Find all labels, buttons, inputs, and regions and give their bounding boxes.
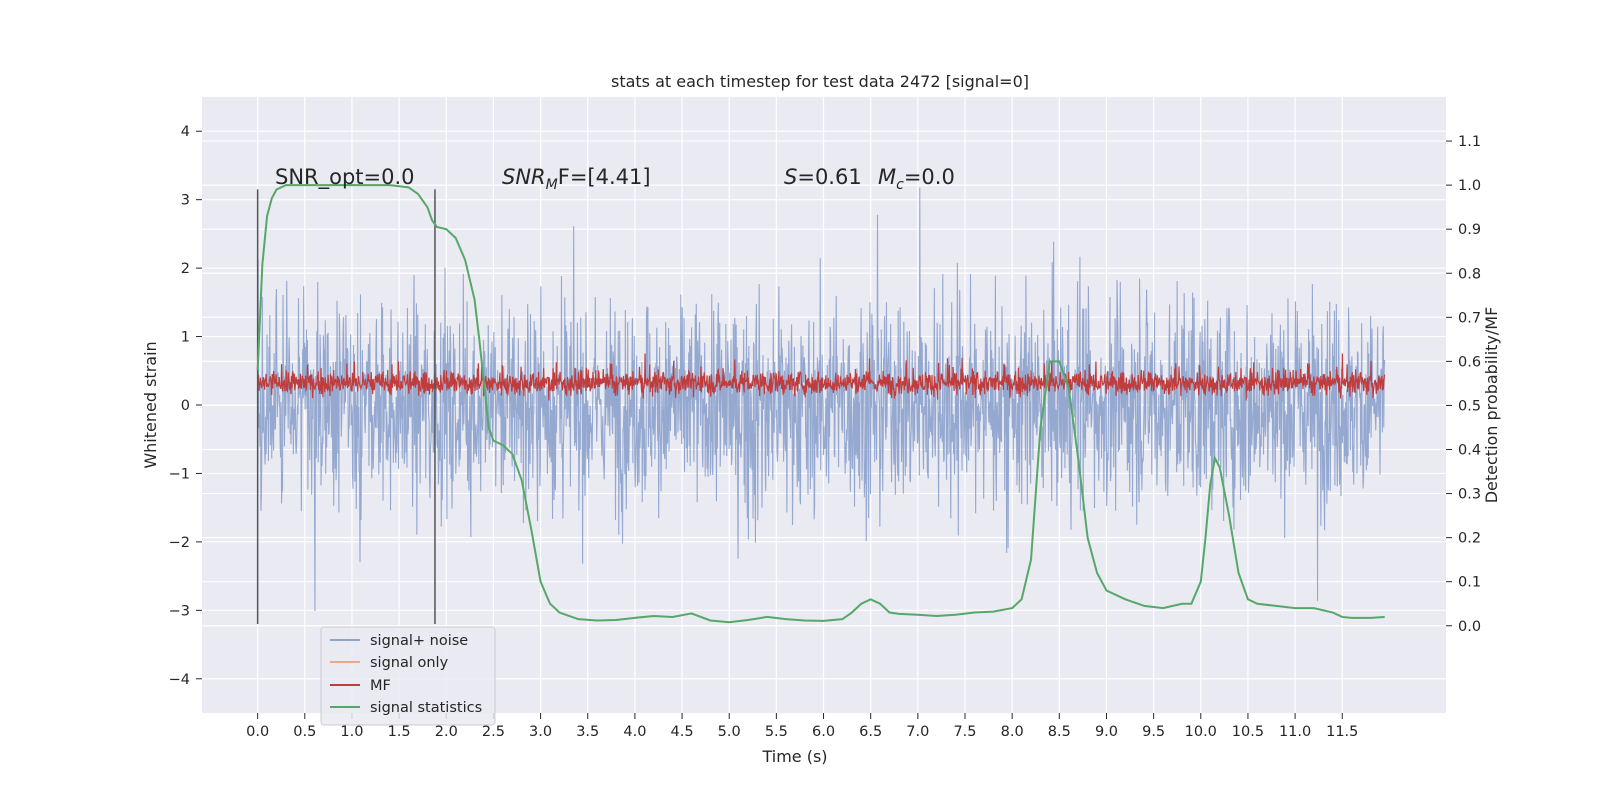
- x-tick-label: 6.5: [859, 724, 882, 740]
- mf-line: [257, 353, 1386, 401]
- mc-value: =0.0: [904, 165, 955, 189]
- x-axis-ticks: 0.0 0.5 1.0 1.5 2.0 2.5 3.0 3.5 4.0 4.5 5.0 5.5 6.0 6…: [246, 713, 1358, 740]
- y2-tick-label: 0.4: [1458, 443, 1481, 459]
- snr-mf-prefix: SNR: [502, 165, 546, 189]
- y2-tick-label: 0.0: [1458, 619, 1481, 635]
- y2-tick-label: 0.2: [1458, 531, 1481, 547]
- y-tick-label: 1: [181, 330, 190, 346]
- legend-label-mf: MF: [370, 678, 391, 694]
- s-annotation: S=0.61: [784, 165, 862, 189]
- x-tick-label: 3.5: [576, 724, 599, 740]
- legend-label-signal-statistics: signal statistics: [370, 700, 482, 716]
- y2-tick-label: 0.8: [1458, 266, 1481, 282]
- x-tick-label: 7.0: [906, 724, 929, 740]
- y-axis-label: Whitened strain: [141, 341, 160, 468]
- signal-noise-line: [257, 187, 1386, 611]
- x-tick-label: 2.0: [435, 724, 458, 740]
- y2-axis-label: Detection probability/MF: [1482, 307, 1501, 504]
- legend-label-signal-noise: signal+ noise: [370, 633, 468, 649]
- y2-tick-label: 0.3: [1458, 487, 1481, 503]
- snr-opt-annotation: SNR_opt=0.0: [275, 165, 415, 190]
- y2-axis-ticks: 0.0 0.1 0.2 0.3 0.4 0.5 0.6 0.7 0.8 0.9 1.0 1.1: [1446, 134, 1481, 635]
- legend-label-signal-only: signal only: [370, 655, 449, 671]
- legend: signal+ noise signal only MF signal stat…: [320, 626, 496, 726]
- x-tick-label: 3.0: [529, 724, 552, 740]
- x-tick-label: 5.0: [718, 724, 741, 740]
- series-signal-statistics: [256, 184, 1385, 624]
- x-tick-label: 7.5: [953, 724, 976, 740]
- x-tick-label: 10.5: [1232, 724, 1264, 740]
- x-tick-label: 5.5: [765, 724, 788, 740]
- s-symbol: S: [784, 165, 797, 189]
- x-tick-label: 6.0: [812, 724, 835, 740]
- x-tick-label: 9.5: [1142, 724, 1165, 740]
- x-axis-label: Time (s): [761, 747, 827, 766]
- series-signal-noise: [257, 187, 1386, 611]
- y-axis-ticks: −4 −3 −2 −1 0 1 2 3 4: [169, 124, 202, 688]
- y2-tick-label: 0.6: [1458, 354, 1481, 370]
- x-tick-label: 4.0: [623, 724, 646, 740]
- x-tick-label: 11.0: [1279, 724, 1311, 740]
- mc-annotation: Mc=0.0: [878, 165, 955, 193]
- x-tick-label: 1.0: [340, 724, 363, 740]
- y2-tick-label: 0.5: [1458, 398, 1481, 414]
- y-tick-label: −2: [169, 535, 190, 551]
- signal-statistics-line: [256, 184, 1385, 624]
- y2-tick-label: 0.1: [1458, 575, 1481, 591]
- x-tick-label: 0.5: [293, 724, 316, 740]
- y-tick-label: 3: [181, 193, 190, 209]
- x-tick-label: 11.5: [1326, 724, 1358, 740]
- y-tick-label: −1: [169, 466, 190, 482]
- snr-mf-annotation: SNRMF=[4.41]: [502, 165, 651, 193]
- series-mf: [257, 353, 1386, 401]
- x-tick-label: 4.5: [671, 724, 694, 740]
- y-tick-label: −3: [169, 603, 190, 619]
- y-tick-label: 4: [181, 124, 190, 140]
- vertical-markers: [256, 189, 436, 625]
- x-tick-label: 10.0: [1185, 724, 1217, 740]
- x-tick-label: 8.0: [1001, 724, 1024, 740]
- legend-box: [320, 626, 496, 726]
- x-tick-label: 8.5: [1048, 724, 1071, 740]
- x-tick-label: 2.5: [482, 724, 505, 740]
- x-tick-label: 9.0: [1095, 724, 1118, 740]
- y2-tick-label: 1.1: [1458, 134, 1481, 150]
- s-value: =0.61: [797, 165, 861, 189]
- y-tick-label: 2: [181, 261, 190, 277]
- y2-tick-label: 0.7: [1458, 310, 1481, 326]
- mc-subscript: c: [896, 177, 904, 193]
- snr-mf-subscript: M: [546, 177, 558, 193]
- snr-mf-suffix: F=[4.41]: [558, 165, 651, 189]
- y2-tick-label: 1.0: [1458, 178, 1481, 194]
- y-tick-label: −4: [169, 672, 190, 688]
- chart-title: stats at each timestep for test data 247…: [611, 72, 1029, 91]
- mc-symbol: M: [878, 165, 896, 189]
- x-tick-label: 0.0: [246, 724, 269, 740]
- y2-tick-label: 0.9: [1458, 222, 1481, 238]
- x-tick-label: 1.5: [388, 724, 411, 740]
- y-tick-label: 0: [181, 398, 190, 414]
